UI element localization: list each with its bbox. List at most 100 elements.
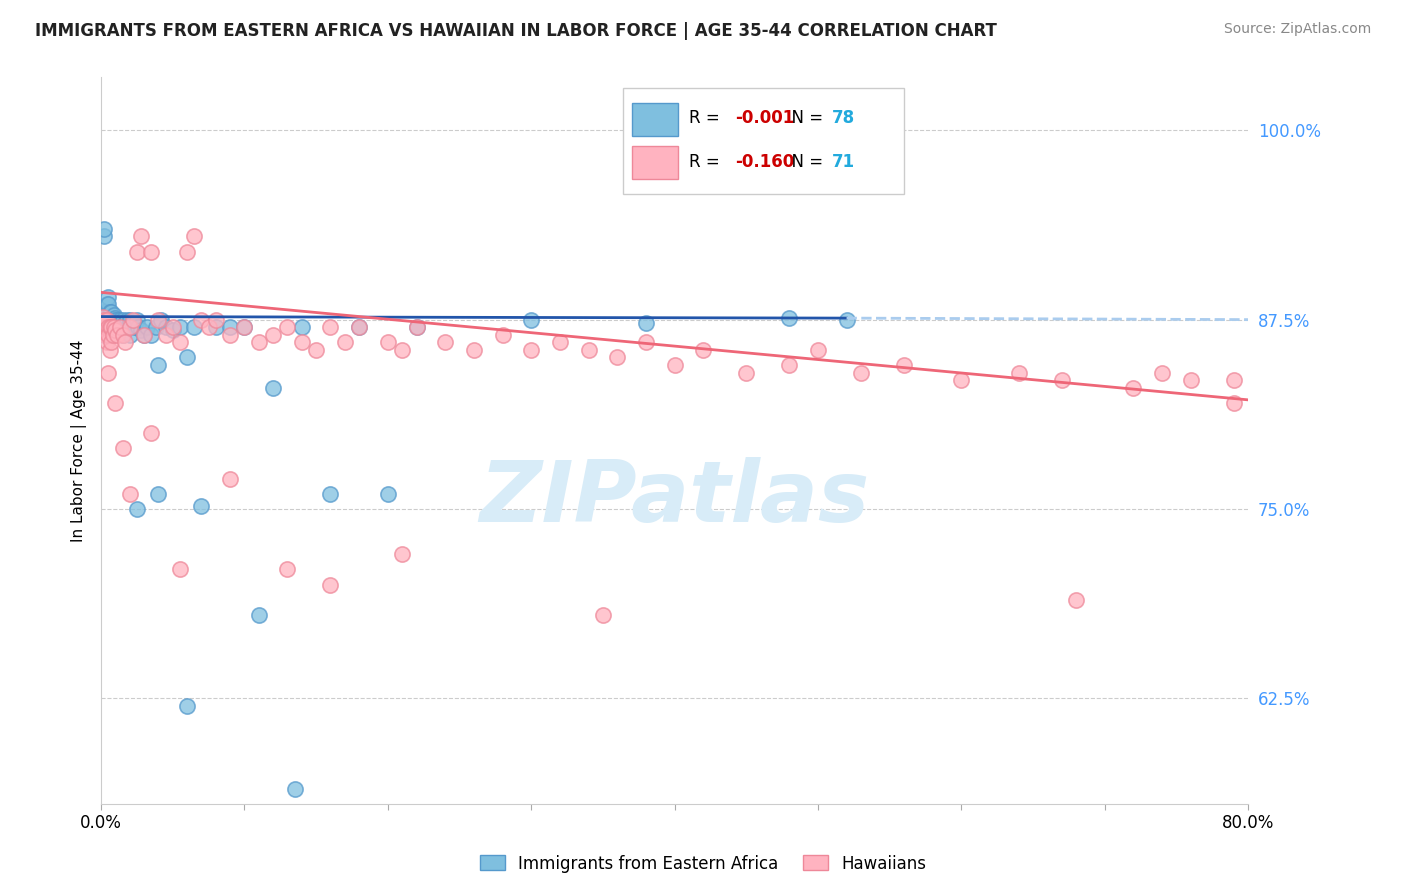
Point [735,366,758,380]
Text: -0.001: -0.001 [735,109,794,128]
Point [100,320,122,334]
Point [125,312,148,326]
Point [347,320,370,334]
Point [319,577,342,591]
Point [578,343,600,357]
Point [778,311,800,326]
Point [145,320,167,334]
FancyBboxPatch shape [633,146,678,179]
Point [233,320,256,334]
Point [219,320,242,334]
Point [111,312,134,326]
Text: -0.160: -0.160 [735,153,794,170]
Text: 71: 71 [832,153,855,170]
Point [114,316,136,330]
Point [377,486,399,500]
Point [148,486,170,500]
Point [105,327,128,342]
Text: N =: N = [782,153,828,170]
Point [150,312,173,326]
Point [1050,373,1073,387]
Point [94,312,117,326]
Point [1222,373,1244,387]
Point [125,244,148,259]
Point [148,312,170,326]
Point [98,327,121,342]
Point [162,320,184,334]
Point [176,244,198,259]
Point [100,335,122,350]
Point [91,310,114,324]
Point [122,320,145,334]
Point [93,312,115,326]
Point [93,229,115,244]
Point [100,312,122,326]
Point [134,327,156,342]
Point [108,320,131,334]
Point [98,312,121,326]
Point [97,327,120,342]
Text: R =: R = [689,109,725,128]
Text: R =: R = [689,153,725,170]
Point [176,351,198,365]
Point [183,229,205,244]
Point [100,305,122,319]
Point [219,327,242,342]
Point [129,323,152,337]
Point [405,320,427,334]
Point [118,486,141,500]
Point [98,320,121,334]
Point [491,327,513,342]
Point [118,320,141,334]
Point [111,327,134,342]
Point [111,327,134,342]
Text: N =: N = [782,109,828,128]
Point [377,335,399,350]
Point [97,297,120,311]
Point [108,312,131,326]
Point [1064,592,1087,607]
Text: 78: 78 [832,109,855,128]
Point [121,316,143,330]
Point [94,305,117,319]
Point [117,320,139,334]
Point [849,366,872,380]
Point [778,358,800,372]
Point [219,471,242,485]
Point [319,486,342,500]
Point [103,317,125,331]
Point [97,290,120,304]
Point [97,320,120,334]
Point [141,244,163,259]
Point [664,358,686,372]
Point [190,312,212,326]
Point [91,310,114,324]
Text: Source: ZipAtlas.com: Source: ZipAtlas.com [1223,22,1371,37]
Point [104,311,127,326]
Point [276,320,298,334]
Point [1150,366,1173,380]
Point [291,320,314,334]
Point [107,323,129,337]
Point [129,229,152,244]
Point [103,320,125,334]
Point [520,343,543,357]
Point [148,358,170,372]
Point [112,320,135,334]
Point [405,320,427,334]
Point [104,323,127,337]
Point [197,320,219,334]
Point [807,343,830,357]
Point [155,320,177,334]
Point [107,316,129,330]
Point [96,297,118,311]
Point [101,320,124,334]
Point [96,335,118,350]
Point [155,327,177,342]
Point [104,323,127,337]
Point [101,327,124,342]
FancyBboxPatch shape [633,103,678,136]
Point [284,781,307,796]
Point [247,335,270,350]
Point [204,320,226,334]
